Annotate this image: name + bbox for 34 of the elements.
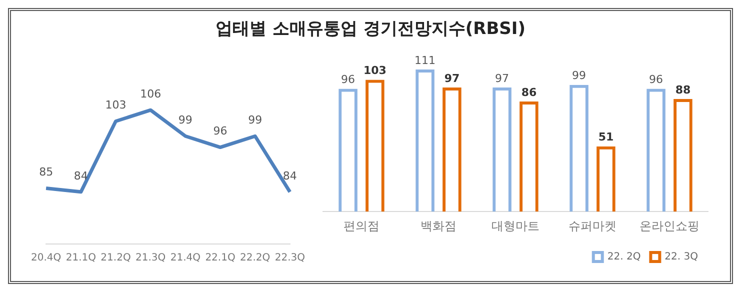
x-tick-label: 편의점 bbox=[344, 218, 380, 233]
x-tick-label: 21.3Q bbox=[136, 252, 166, 264]
data-label: 86 bbox=[521, 86, 537, 99]
x-tick-label: 슈퍼마켓 bbox=[568, 218, 616, 233]
x-tick-label: 20.4Q bbox=[31, 252, 62, 264]
x-tick-label: 21.4Q bbox=[170, 252, 201, 264]
x-tick-label: 백화점 bbox=[420, 218, 456, 233]
data-label: 103 bbox=[105, 98, 126, 112]
data-label: 84 bbox=[282, 169, 297, 182]
data-label: 97 bbox=[495, 72, 510, 85]
x-tick-label: 22.1Q bbox=[205, 252, 236, 264]
data-label: 96 bbox=[649, 73, 664, 86]
data-label: 99 bbox=[572, 69, 586, 82]
data-label: 99 bbox=[178, 113, 192, 126]
data-label: 103 bbox=[363, 64, 386, 78]
text: 업태별 소매유통업 경기전망지수(RBSI) bbox=[214, 18, 526, 40]
data-label: 96 bbox=[213, 124, 228, 138]
data-label: 106 bbox=[140, 87, 162, 100]
data-label: 84 bbox=[74, 169, 88, 182]
x-tick-label: 온라인쇼핑 bbox=[640, 218, 700, 233]
data-label: 51 bbox=[598, 130, 614, 144]
data-label: 111 bbox=[414, 54, 436, 67]
data-label: 96 bbox=[341, 73, 356, 86]
legend-label: 22. 3Q bbox=[664, 252, 698, 263]
x-tick-label: 대형마트 bbox=[492, 218, 540, 233]
data-label: 88 bbox=[675, 83, 691, 96]
x-tick-label: 21.2Q bbox=[100, 252, 131, 264]
legend-label: 22. 2Q bbox=[607, 252, 641, 263]
data-label: 97 bbox=[444, 72, 460, 85]
x-tick-label: 22.3Q bbox=[274, 252, 306, 264]
data-label: 99 bbox=[248, 113, 262, 126]
x-tick-label: 22.2Q bbox=[240, 252, 270, 264]
x-tick-label: 21.1Q bbox=[66, 252, 96, 264]
data-label: 85 bbox=[39, 166, 54, 179]
